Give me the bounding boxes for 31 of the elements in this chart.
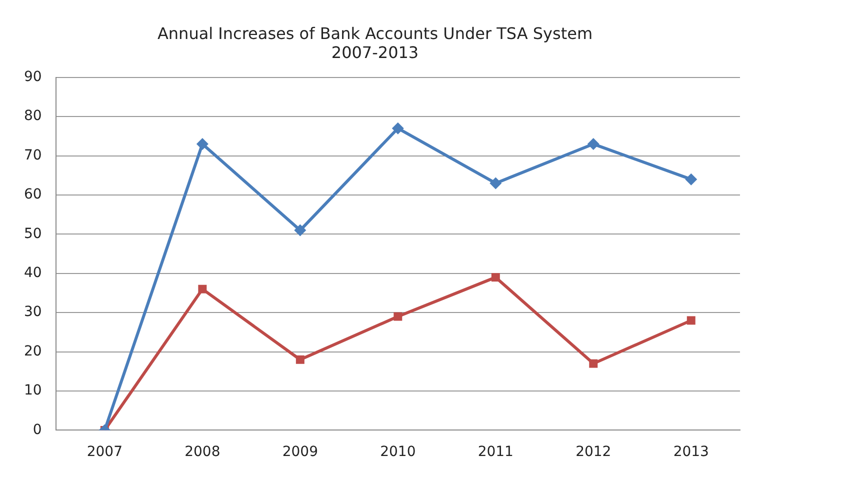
point (394, 312, 402, 321)
point (490, 177, 502, 190)
y-tick-label: 20 (24, 343, 42, 360)
y-tick-label: 60 (24, 186, 42, 203)
point (198, 284, 207, 294)
y-tick-label: 40 (24, 265, 42, 282)
y-tick-label: 50 (24, 226, 42, 242)
y-tick-label: 30 (24, 304, 42, 320)
point (392, 122, 404, 134)
point (294, 224, 306, 236)
x-tick-label: 2011 (478, 444, 514, 460)
y-tick-label: 10 (24, 382, 42, 399)
point (686, 316, 696, 325)
x-tick-label: 2012 (576, 444, 612, 460)
text: 2007-2013 (331, 42, 419, 62)
x-tick-label: 2009 (282, 444, 318, 460)
point (589, 359, 598, 368)
text: Annual Increases of Bank Accounts Under TSA System (157, 24, 593, 43)
x-tick-label: 2010 (380, 444, 416, 460)
point (296, 355, 304, 364)
point (685, 173, 698, 186)
point (491, 273, 500, 282)
x-tick-label: 2007 (86, 444, 123, 460)
y-tick-label: 70 (24, 147, 42, 164)
point (196, 138, 208, 150)
y-tick-label: 80 (24, 108, 42, 124)
x-tick-label: 2008 (184, 444, 220, 460)
y-tick-label: 90 (24, 69, 42, 86)
point (587, 138, 600, 150)
y-tick-label: 0 (32, 422, 42, 438)
x-tick-label: 2013 (673, 444, 709, 460)
